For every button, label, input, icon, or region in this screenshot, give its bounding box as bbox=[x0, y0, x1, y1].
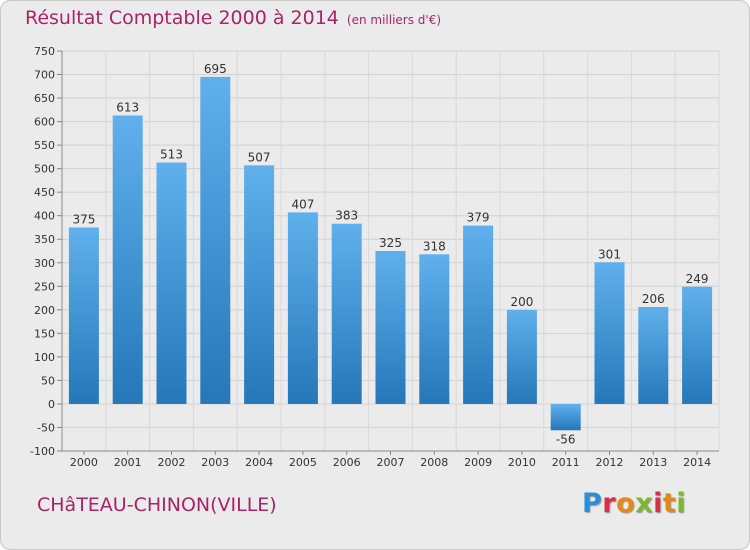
bar-2005 bbox=[287, 212, 318, 404]
y-tick-label: 100 bbox=[34, 351, 55, 364]
bar-2006 bbox=[331, 223, 362, 404]
bar-2011 bbox=[550, 403, 581, 431]
value-label: 301 bbox=[598, 247, 621, 261]
data-labels: 375 613 513 695 507 407 383 325 318 379 200 -56 301 2… bbox=[72, 62, 708, 446]
axes: -100 -50 0 50 100 150 200 250 300 350 400 450 500 550… bbox=[30, 45, 719, 469]
chart-title-text: Résultat Comptable 2000 à 2014 bbox=[25, 7, 339, 29]
y-tick-label: 150 bbox=[34, 327, 55, 340]
y-tick-label: 200 bbox=[34, 304, 55, 317]
x-tick-label: 2011 bbox=[552, 456, 580, 469]
value-label: 383 bbox=[335, 209, 358, 223]
value-label: 379 bbox=[467, 211, 490, 225]
value-label: 513 bbox=[160, 148, 183, 162]
value-label: 507 bbox=[248, 150, 271, 164]
chart-title: Résultat Comptable 2000 à 2014 (en millie… bbox=[25, 7, 441, 29]
bar-2012 bbox=[594, 262, 625, 404]
bar-2014 bbox=[682, 286, 713, 404]
y-tick-label: 500 bbox=[34, 163, 55, 176]
proxiti-logo: Proxiti bbox=[582, 488, 686, 519]
value-label: 325 bbox=[379, 236, 402, 250]
x-tick-label: 2002 bbox=[158, 456, 186, 469]
y-tick-label: 450 bbox=[34, 186, 55, 199]
y-tick-label: 600 bbox=[34, 116, 55, 129]
value-label: 613 bbox=[116, 100, 139, 114]
y-tick-label: 700 bbox=[34, 69, 55, 82]
x-tick-label: 2010 bbox=[508, 456, 536, 469]
y-tick-label: 650 bbox=[34, 92, 55, 105]
value-label: 407 bbox=[291, 197, 314, 211]
logo-letter: P bbox=[582, 488, 603, 519]
x-tick-label: 2013 bbox=[639, 456, 667, 469]
x-tick-label: 2008 bbox=[420, 456, 448, 469]
y-tick-label: 400 bbox=[34, 210, 55, 223]
bar-2000 bbox=[68, 227, 99, 404]
y-tick-label: 550 bbox=[34, 139, 55, 152]
bar-2001 bbox=[112, 115, 143, 404]
value-label: 695 bbox=[204, 62, 227, 76]
y-tick-label: 0 bbox=[48, 398, 55, 411]
bars bbox=[68, 76, 713, 431]
y-tick-label: 300 bbox=[34, 257, 55, 270]
bar-2003 bbox=[200, 76, 231, 404]
x-tick-label: 2014 bbox=[683, 456, 711, 469]
x-tick-label: 2003 bbox=[201, 456, 229, 469]
value-label: 249 bbox=[686, 272, 709, 286]
value-label: 318 bbox=[423, 239, 446, 253]
y-tick-label: 750 bbox=[34, 45, 55, 58]
value-label: 375 bbox=[72, 212, 95, 226]
chart-subtitle: (en milliers d'€) bbox=[346, 13, 442, 27]
bar-2002 bbox=[156, 162, 187, 404]
x-tick-label: 2005 bbox=[289, 456, 317, 469]
x-tick-label: 2007 bbox=[377, 456, 405, 469]
commune-name: CHâTEAU-CHINON(VILLE) bbox=[37, 494, 277, 516]
value-label: 206 bbox=[642, 292, 665, 306]
logo-letter: o bbox=[616, 488, 636, 519]
y-tick-label: 50 bbox=[41, 374, 55, 387]
logo-letter: i bbox=[676, 488, 687, 519]
logo-letter: x bbox=[635, 488, 654, 519]
bar-2004 bbox=[244, 165, 275, 404]
y-tick-label: -100 bbox=[30, 445, 55, 458]
bar-2009 bbox=[463, 225, 494, 404]
x-tick-label: 2001 bbox=[114, 456, 142, 469]
y-tick-label: -50 bbox=[37, 421, 55, 434]
logo-letter: i bbox=[653, 488, 663, 519]
x-tick-label: 2000 bbox=[70, 456, 98, 469]
bar-2013 bbox=[638, 307, 669, 404]
x-tick-label: 2012 bbox=[596, 456, 624, 469]
x-tick-label: 2004 bbox=[245, 456, 273, 469]
logo-letter: t bbox=[662, 488, 677, 519]
value-label: -56 bbox=[556, 432, 576, 446]
bar-2008 bbox=[419, 254, 450, 404]
x-tick-label: 2006 bbox=[333, 456, 361, 469]
value-label: 200 bbox=[510, 295, 533, 309]
x-tick-label: 2009 bbox=[464, 456, 492, 469]
y-tick-label: 250 bbox=[34, 280, 55, 293]
logo-letter: r bbox=[602, 488, 617, 519]
bar-2010 bbox=[506, 309, 537, 404]
bar-2007 bbox=[375, 251, 406, 404]
y-tick-label: 350 bbox=[34, 233, 55, 246]
